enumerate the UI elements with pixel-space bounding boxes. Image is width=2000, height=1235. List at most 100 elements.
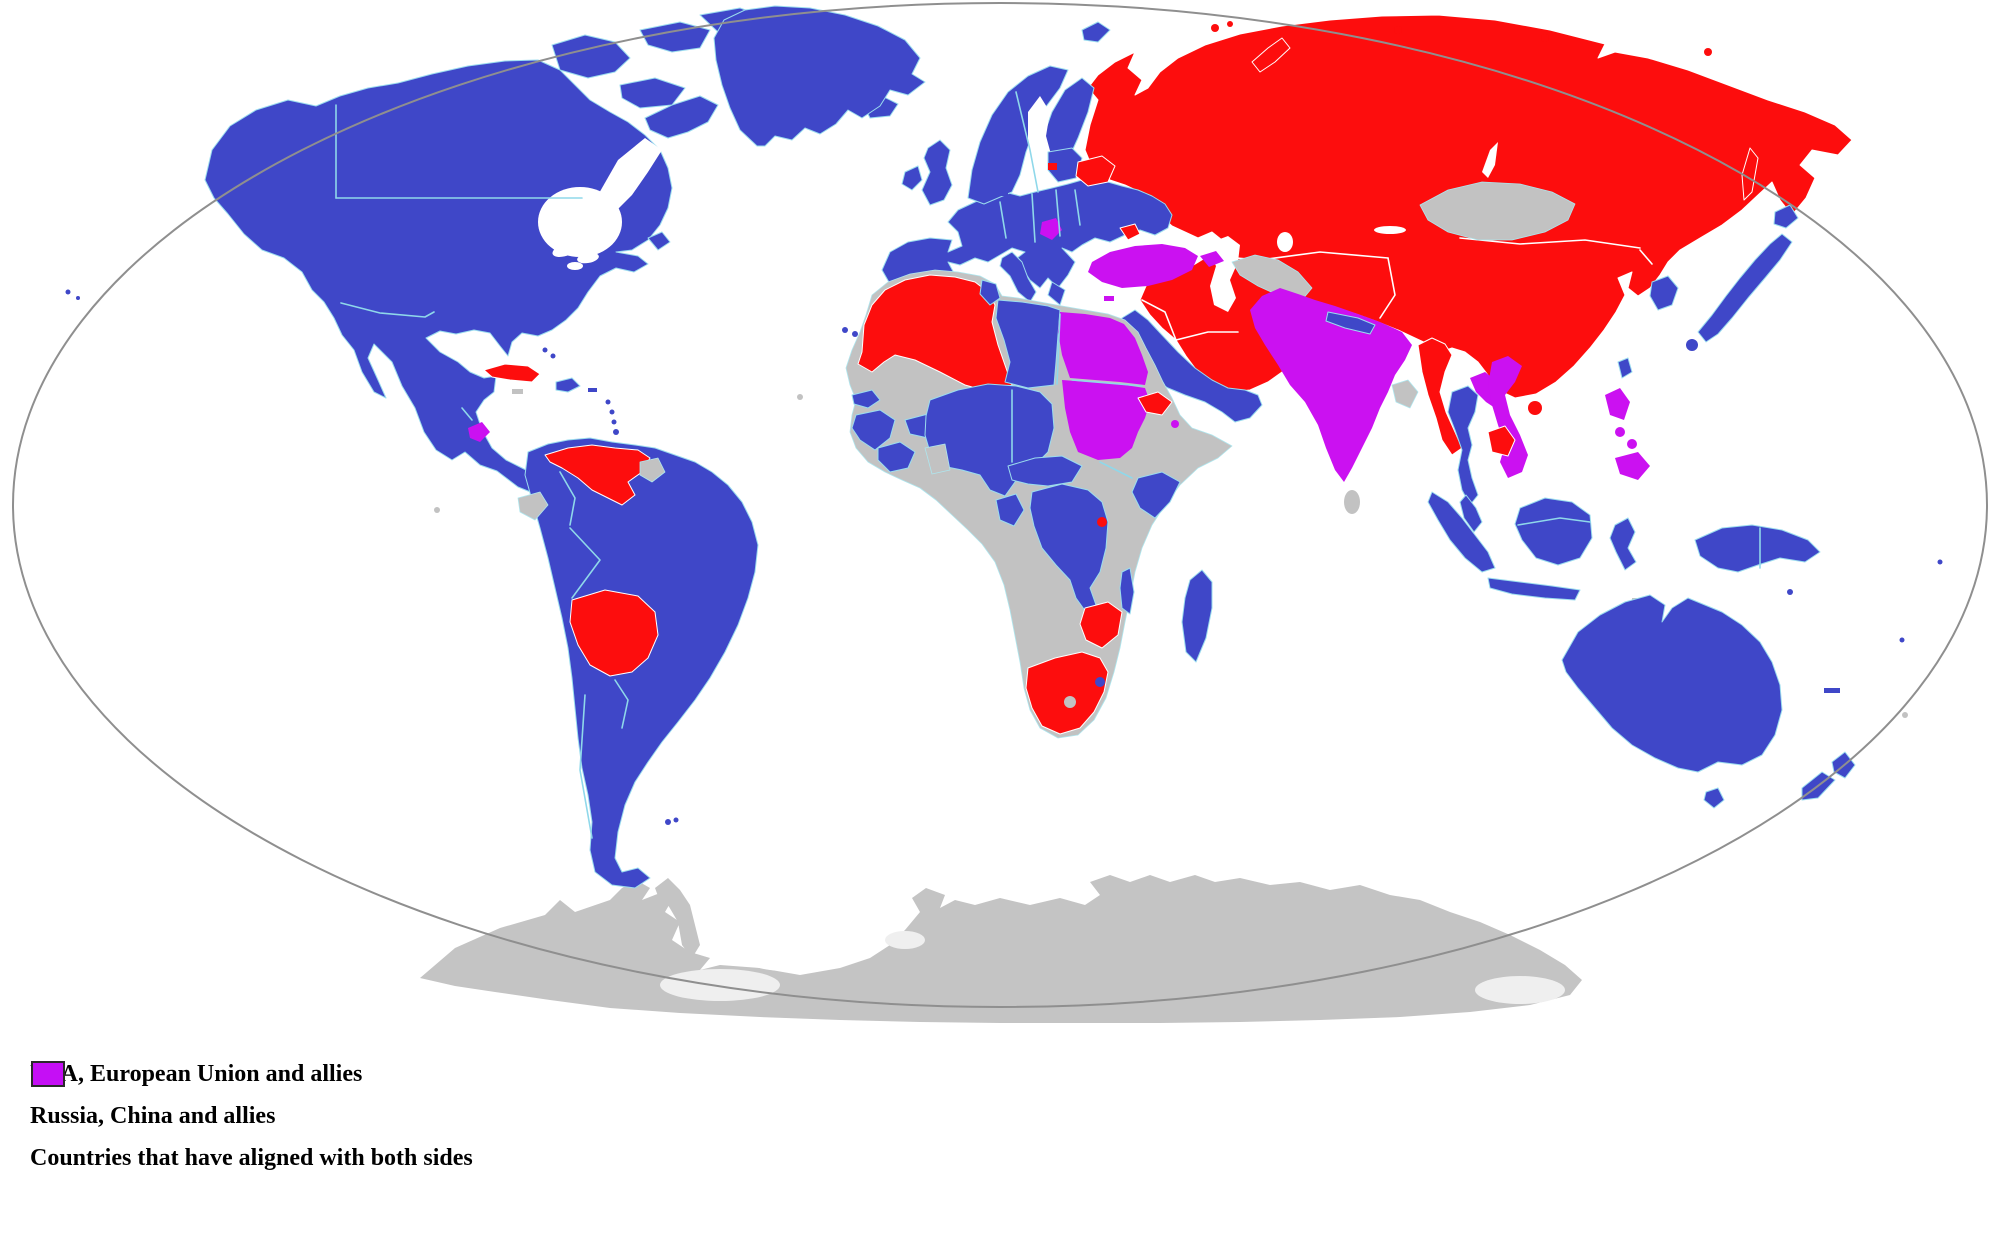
- region-sumatra: [1427, 491, 1496, 573]
- region-japan-hokkaido: [1773, 204, 1799, 229]
- region-djibouti: [1171, 420, 1179, 428]
- region-antilles-1: [605, 399, 611, 405]
- region-taiwan: [1617, 357, 1633, 379]
- region-north-america: [204, 59, 673, 496]
- ice-shelf-east: [1475, 976, 1565, 1004]
- region-arctic-island-1: [551, 34, 631, 79]
- region-ireland: [901, 165, 923, 191]
- region-falklands-2: [673, 817, 679, 823]
- region-greenland: [713, 5, 926, 147]
- border-libya-egypt: [1056, 313, 1061, 385]
- border-us-mexico: [340, 302, 435, 318]
- region-myanmar: [1417, 337, 1463, 456]
- region-morocco-algeria: [857, 274, 1013, 393]
- region-venezuela: [544, 444, 651, 506]
- region-belarus: [1075, 155, 1116, 187]
- region-south-korea: [1649, 275, 1679, 311]
- region-svalbard: [1081, 21, 1111, 43]
- border-colombia-brazil: [559, 471, 576, 526]
- region-lesotho: [1064, 696, 1076, 708]
- region-bahamas-1: [542, 347, 548, 353]
- legend-row-russia-china: Russia, China and allies: [30, 1061, 473, 1130]
- legend-row-both-sides: Countries that have aligned with both si…: [30, 1061, 473, 1172]
- legend-row-usa-eu: USA, European Union and allies: [30, 1060, 473, 1088]
- region-madagascar: [1181, 569, 1213, 663]
- baltic-sea: [1022, 96, 1052, 190]
- region-novaya-zemlya: [1251, 37, 1291, 73]
- region-cape-verde: [797, 394, 803, 400]
- region-burundi: [1097, 517, 1107, 527]
- region-philippines-mindanao: [1615, 452, 1650, 480]
- aral-sea: [1277, 232, 1293, 252]
- border-syria-iraq: [1141, 299, 1177, 341]
- region-senegal: [851, 389, 881, 409]
- region-guinea-group: [851, 409, 896, 451]
- region-fiji: [1902, 712, 1908, 718]
- region-wrangel-island: [1704, 48, 1712, 56]
- region-sulawesi: [1609, 517, 1637, 571]
- region-franz-josef: [1211, 24, 1219, 32]
- region-crimea: [1119, 223, 1141, 241]
- region-pacific-island-2: [1937, 559, 1943, 565]
- region-libya: [995, 299, 1061, 389]
- great-lake-1: [552, 243, 578, 257]
- ross-sea-bay: [700, 860, 814, 971]
- region-denmark: [996, 184, 1008, 196]
- lake-balkhash: [1374, 226, 1406, 234]
- region-hawaii-2: [76, 296, 80, 300]
- region-nicaragua: [468, 422, 490, 442]
- region-turkey: [1088, 244, 1198, 288]
- region-solomons: [1787, 589, 1793, 595]
- border-peru-brazil: [569, 527, 601, 599]
- region-egypt: [1058, 312, 1148, 385]
- legend: USA, European Union and allies Russia, C…: [30, 1060, 473, 1172]
- border-norway-sweden: [1015, 91, 1039, 193]
- region-tasmania: [1703, 787, 1725, 809]
- region-falklands-1: [665, 819, 671, 825]
- region-malawi: [1119, 567, 1135, 615]
- projection-outline: [12, 2, 1988, 1008]
- region-galapagos: [434, 507, 440, 513]
- legend-label-both-sides: Countries that have aligned with both si…: [30, 1145, 473, 1171]
- region-hawaii-1: [65, 289, 71, 295]
- border-chile-argentina: [579, 694, 593, 839]
- region-philippines-visayas-2: [1627, 439, 1637, 449]
- region-eritrea: [1137, 391, 1173, 416]
- region-new-siberian-islands: [1541, 34, 1549, 42]
- legend-label-russia-china: Russia, China and allies: [30, 1103, 276, 1129]
- border-malaysia-indonesia: [1517, 517, 1591, 526]
- region-antilles-2: [609, 409, 615, 415]
- region-new-caledonia: [1824, 688, 1840, 693]
- border-kazakhstan-china: [1379, 257, 1396, 319]
- region-sudan: [1062, 380, 1150, 460]
- great-lake-2: [577, 252, 599, 264]
- region-italy: [999, 251, 1037, 303]
- region-zimbabwe: [1079, 601, 1123, 649]
- border-ukraine-west: [1074, 189, 1081, 226]
- region-australia: [1561, 594, 1783, 773]
- border-iran-iraq: [1175, 331, 1239, 341]
- region-ivory-coast-liberia: [877, 441, 916, 473]
- region-hispaniola: [555, 377, 581, 393]
- region-philippines-luzon: [1605, 388, 1630, 420]
- region-greece: [1047, 281, 1066, 306]
- region-bolivia: [569, 589, 659, 677]
- region-new-guinea: [1694, 524, 1821, 573]
- border-russia-china: [1459, 237, 1641, 249]
- region-pacific-island-1: [1899, 637, 1905, 643]
- region-kenya: [1131, 471, 1181, 519]
- region-puerto-rico: [588, 388, 597, 392]
- border-east-africa: [1099, 461, 1133, 479]
- region-canary-2: [852, 331, 858, 337]
- region-java: [1487, 577, 1581, 601]
- region-ecuador: [517, 491, 549, 521]
- region-azerbaijan: [1200, 251, 1224, 267]
- border-central-europe-1: [999, 201, 1007, 239]
- region-philippines-visayas-1: [1615, 427, 1625, 437]
- border-paraguay: [614, 679, 629, 729]
- region-japan-kyushu: [1686, 339, 1698, 351]
- legend-label-usa-eu: USA, European Union and allies: [30, 1061, 363, 1087]
- region-europe-mainland: [881, 177, 1173, 297]
- region-japan-honshu: [1697, 233, 1793, 343]
